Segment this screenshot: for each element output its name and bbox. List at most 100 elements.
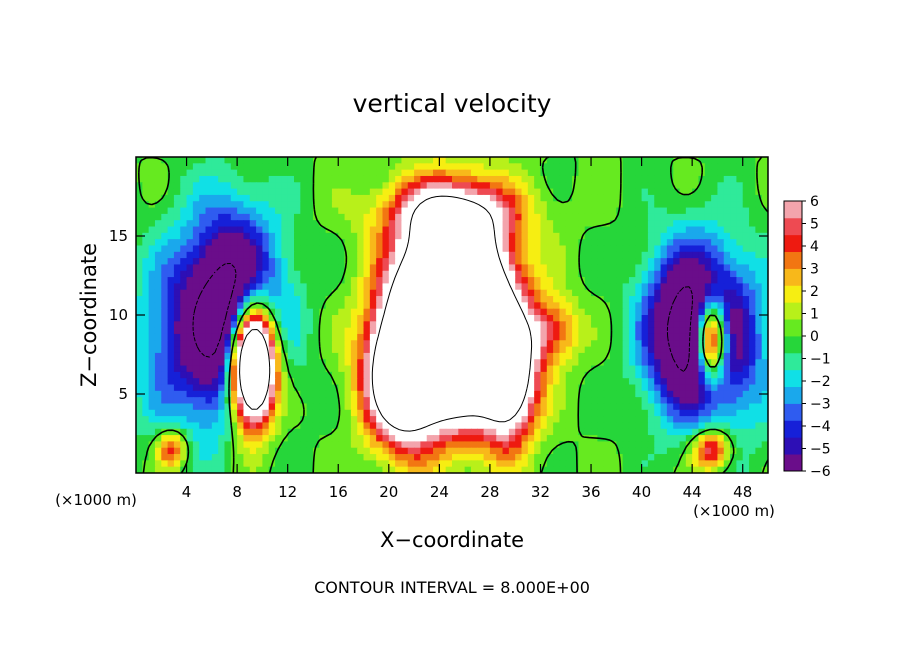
- heatmap-cell: [275, 365, 282, 373]
- heatmap-cell: [647, 182, 655, 190]
- heatmap-cell: [237, 441, 245, 449]
- heatmap-cell: [755, 239, 763, 247]
- heatmap-cell: [256, 422, 263, 430]
- heatmap-cell: [287, 201, 295, 209]
- heatmap-cell: [445, 365, 453, 373]
- heatmap-cell: [205, 226, 213, 234]
- heatmap-cell: [319, 277, 327, 284]
- heatmap-cell: [224, 264, 232, 272]
- heatmap-cell: [363, 245, 371, 253]
- heatmap-cell: [344, 220, 352, 228]
- heatmap-cell: [578, 340, 586, 348]
- heatmap-cell: [521, 352, 529, 360]
- heatmap-cell: [262, 321, 270, 329]
- heatmap-cell: [540, 359, 548, 367]
- heatmap-cell: [275, 435, 282, 442]
- heatmap-cell: [230, 232, 238, 240]
- heatmap-cell: [338, 289, 346, 297]
- heatmap-cell: [666, 340, 674, 348]
- heatmap-cell: [496, 308, 504, 316]
- heatmap-cell: [603, 441, 611, 449]
- heatmap-cell: [338, 220, 346, 228]
- heatmap-cell: [237, 264, 245, 272]
- heatmap-cell: [559, 277, 567, 284]
- heatmap-cell: [559, 226, 567, 234]
- heatmap-cell: [154, 378, 162, 386]
- heatmap-cell: [749, 447, 756, 455]
- heatmap-cell: [483, 245, 491, 253]
- heatmap-cell: [224, 447, 232, 455]
- heatmap-cell: [161, 157, 169, 164]
- heatmap-cell: [717, 321, 725, 329]
- heatmap-cell: [698, 441, 706, 449]
- heatmap-cell: [603, 466, 611, 473]
- heatmap-cell: [268, 302, 276, 310]
- heatmap-cell: [148, 308, 156, 316]
- heatmap-cell: [382, 403, 390, 411]
- heatmap-cell: [527, 239, 535, 247]
- heatmap-cell: [199, 340, 207, 348]
- heatmap-cell: [489, 270, 497, 278]
- heatmap-cell: [698, 346, 706, 354]
- heatmap-cell: [325, 283, 333, 291]
- heatmap-cell: [312, 264, 320, 272]
- heatmap-cell: [445, 207, 453, 215]
- heatmap-cell: [338, 169, 346, 177]
- heatmap-cell: [616, 232, 624, 240]
- heatmap-cell: [281, 251, 289, 259]
- heatmap-cell: [464, 308, 472, 316]
- heatmap-field: [136, 157, 768, 473]
- heatmap-cell: [546, 169, 554, 177]
- heatmap-cell: [325, 371, 333, 379]
- heatmap-cell: [496, 428, 504, 436]
- heatmap-cell: [553, 340, 561, 348]
- heatmap-cell: [546, 245, 554, 253]
- heatmap-cell: [730, 220, 737, 228]
- heatmap-cell: [711, 371, 719, 379]
- heatmap-cell: [464, 213, 472, 221]
- heatmap-cell: [736, 454, 744, 461]
- heatmap-cell: [685, 213, 693, 221]
- heatmap-cell: [502, 207, 510, 215]
- heatmap-cell: [559, 270, 567, 278]
- heatmap-cell: [572, 333, 579, 341]
- heatmap-cell: [268, 397, 276, 405]
- heatmap-cell: [161, 296, 169, 303]
- heatmap-cell: [192, 359, 200, 367]
- heatmap-cell: [325, 327, 333, 335]
- heatmap-cell: [205, 302, 213, 310]
- heatmap-cell: [489, 251, 497, 259]
- heatmap-cell: [534, 403, 542, 411]
- heatmap-cell: [230, 359, 238, 367]
- heatmap-cell: [268, 466, 276, 473]
- heatmap-cell: [414, 270, 421, 278]
- heatmap-cell: [167, 422, 175, 430]
- heatmap-cell: [610, 422, 617, 430]
- heatmap-cell: [243, 175, 251, 183]
- heatmap-cell: [376, 460, 384, 468]
- heatmap-cell: [591, 302, 598, 310]
- heatmap-cell: [268, 378, 276, 386]
- heatmap-cell: [154, 460, 162, 468]
- heatmap-cell: [622, 409, 630, 417]
- heatmap-cell: [262, 333, 270, 341]
- heatmap-cell: [192, 435, 200, 442]
- heatmap-cell: [439, 454, 447, 461]
- heatmap-cell: [344, 416, 352, 424]
- heatmap-cell: [540, 207, 548, 215]
- heatmap-cell: [363, 169, 371, 177]
- heatmap-cell: [426, 302, 434, 310]
- heatmap-cell: [736, 308, 744, 316]
- heatmap-cell: [578, 384, 586, 392]
- heatmap-cell: [711, 264, 719, 272]
- heatmap-cell: [148, 175, 156, 183]
- heatmap-cell: [199, 201, 207, 209]
- heatmap-cell: [565, 454, 573, 461]
- heatmap-cell: [350, 371, 358, 379]
- heatmap-cell: [205, 441, 213, 449]
- heatmap-cell: [647, 346, 655, 354]
- heatmap-cell: [281, 460, 289, 468]
- heatmap-cell: [742, 409, 750, 417]
- heatmap-cell: [635, 188, 643, 196]
- heatmap-cell: [628, 308, 636, 316]
